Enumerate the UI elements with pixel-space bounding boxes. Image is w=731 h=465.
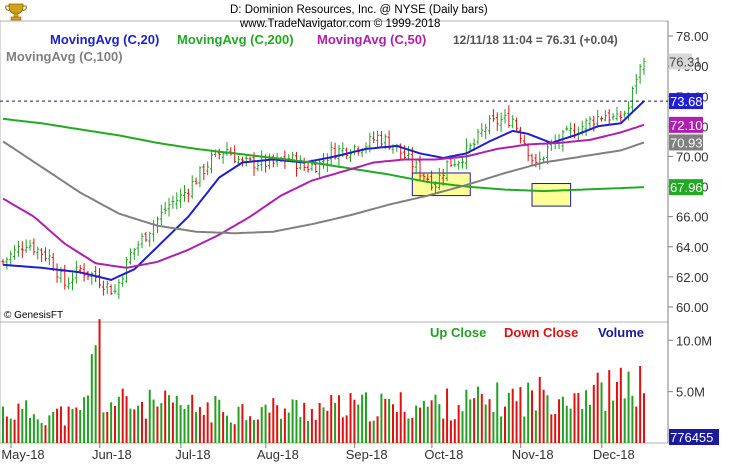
trophy-icon: [5, 3, 27, 21]
last-volume-badge: [669, 429, 719, 445]
legend-volume: Volume: [598, 325, 644, 340]
end-value-badge: [669, 134, 703, 151]
last-price-label: 76.31: [669, 54, 702, 69]
legend-ma100: MovingAvg (C,100): [6, 49, 123, 64]
x-tick-label: Nov-18: [512, 447, 554, 462]
legend-down-close: Down Close: [504, 325, 578, 340]
end-value-badge: [669, 93, 703, 110]
volume-tick-label: 5.0M: [676, 385, 705, 400]
x-tick-label: Sep-18: [346, 447, 388, 462]
moving-average-line: [2, 117, 645, 193]
last-volume-label: 776455: [670, 430, 713, 445]
highlight-box: [531, 183, 572, 207]
end-value-label: 73.68: [670, 94, 703, 109]
chart-title: D: Dominion Resources, Inc. @ NYSE (Dail…: [230, 4, 488, 16]
price-bars: [1, 57, 646, 299]
moving-average-line: [2, 100, 645, 281]
copyright-text: www.TradeNavigator.com © 1999-2018: [239, 18, 440, 30]
price-tick-label: 60.00: [676, 300, 709, 315]
legend-ma20: MovingAvg (C,20): [50, 32, 159, 47]
end-value-label: 72.10: [670, 118, 703, 133]
end-value-badge: [669, 179, 703, 196]
timestamp-text: 12/11/18 11:04 = 76.31 (+0.04): [453, 33, 618, 47]
price-tick-label: 66.00: [676, 210, 709, 225]
price-tick-label: 64.00: [676, 240, 709, 255]
end-value-badge: [669, 116, 703, 133]
x-tick-label: Oct-18: [424, 447, 463, 462]
price-tick-label: 62.00: [676, 270, 709, 285]
end-value-label: 67.96: [670, 180, 703, 195]
price-tick-label: 78.00: [676, 29, 709, 44]
volume-tick-label: 10.0M: [676, 333, 712, 348]
legend-ma200: MovingAvg (C,200): [177, 32, 294, 47]
x-tick-label: May-18: [1, 447, 44, 462]
x-tick-label: Jun-18: [92, 447, 132, 462]
watermark-text: © GenesisFT: [4, 310, 63, 321]
last-price-badge: [669, 53, 692, 70]
x-tick-label: Aug-18: [257, 447, 299, 462]
price-tick-label: 70.00: [676, 149, 709, 164]
moving-average-line: [2, 123, 645, 269]
legend-ma50: MovingAvg (C,50): [317, 32, 426, 47]
moving-average-line: [2, 140, 645, 235]
legend-up-close: Up Close: [430, 325, 486, 340]
end-value-label: 70.93: [670, 135, 703, 150]
volume-bars: [2, 319, 645, 443]
x-tick-label: Jul-18: [175, 447, 210, 462]
x-tick-label: Dec-18: [593, 447, 635, 462]
